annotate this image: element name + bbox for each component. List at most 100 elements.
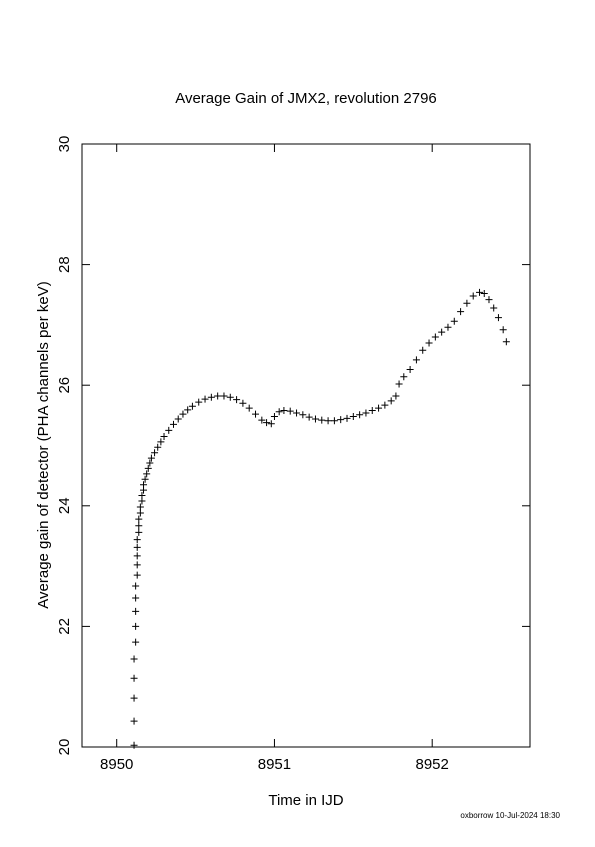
- data-point: [419, 346, 427, 354]
- data-point: [438, 328, 446, 336]
- footer: oxborrow 10-Jul-2024 18:30: [460, 811, 560, 820]
- data-point: [133, 561, 141, 569]
- data-point: [349, 413, 357, 421]
- x-axis-label: Time in IJD: [268, 792, 343, 809]
- chart-title: Average Gain of JMX2, revolution 2796: [175, 90, 437, 107]
- data-point: [387, 397, 395, 405]
- data-point: [356, 411, 364, 419]
- data-point: [130, 674, 138, 682]
- data-point: [179, 410, 187, 418]
- data-point: [135, 515, 143, 523]
- data-point: [147, 454, 155, 462]
- data-point: [165, 426, 173, 434]
- data-point: [502, 338, 510, 346]
- data-point: [132, 594, 140, 602]
- data-point: [184, 406, 192, 414]
- data-point: [195, 398, 203, 406]
- data-point: [305, 413, 313, 421]
- data-point: [499, 326, 507, 334]
- x-tick-label: 8952: [416, 756, 449, 773]
- data-point: [133, 543, 141, 551]
- data-point: [154, 443, 162, 451]
- data-point: [337, 416, 345, 424]
- data-point: [494, 314, 502, 322]
- data-point: [160, 432, 168, 440]
- x-tick-label: 8950: [100, 756, 133, 773]
- y-tick-label: 20: [56, 739, 73, 756]
- data-point: [318, 416, 326, 424]
- data-point: [252, 410, 260, 418]
- data-point: [146, 459, 154, 467]
- data-point: [132, 607, 140, 615]
- data-point: [375, 404, 383, 412]
- data-point: [174, 415, 182, 423]
- data-point: [226, 393, 234, 401]
- y-axis-label: Average gain of detector (PHA channels p…: [35, 281, 52, 608]
- data-point: [425, 339, 433, 347]
- data-point: [143, 470, 151, 478]
- data-point: [263, 419, 271, 427]
- data-point: [130, 717, 138, 725]
- data-point: [188, 402, 196, 410]
- data-point: [324, 417, 332, 425]
- data-point: [412, 356, 420, 364]
- data-point: [214, 392, 222, 400]
- data-point: [392, 392, 400, 400]
- data-point: [140, 481, 148, 489]
- data-point: [485, 296, 493, 304]
- data-point: [233, 396, 241, 404]
- data-point: [480, 290, 488, 298]
- data-point: [381, 401, 389, 409]
- data-point: [135, 522, 143, 530]
- data-point: [157, 438, 165, 446]
- data-point: [311, 415, 319, 423]
- data-point: [130, 655, 138, 663]
- data-point: [132, 638, 140, 646]
- data-point: [132, 622, 140, 630]
- data-point: [444, 323, 452, 331]
- data-point: [239, 399, 247, 407]
- data-point: [141, 475, 149, 483]
- data-point: [136, 503, 144, 511]
- data-point: [280, 407, 288, 415]
- data-point: [133, 552, 141, 560]
- data-point: [463, 299, 471, 307]
- data-point: [343, 414, 351, 422]
- data-point: [450, 317, 458, 325]
- data-point: [133, 536, 141, 544]
- data-point: [431, 333, 439, 341]
- data-point: [267, 420, 275, 428]
- data-point: [330, 417, 338, 425]
- y-tick-label: 30: [56, 136, 73, 153]
- x-tick-label: 8951: [258, 756, 291, 773]
- data-point: [286, 407, 294, 415]
- y-tick-label: 28: [56, 256, 73, 273]
- y-tick-label: 22: [56, 618, 73, 635]
- data-point: [270, 413, 278, 421]
- data-point: [400, 373, 408, 381]
- data-point: [368, 407, 376, 415]
- data-point: [130, 741, 138, 749]
- data-point: [138, 492, 146, 500]
- y-tick-label: 26: [56, 377, 73, 394]
- data-point: [457, 308, 465, 316]
- data-point: [201, 395, 209, 403]
- data-point: [406, 366, 414, 374]
- data-point: [130, 694, 138, 702]
- data-point: [362, 409, 370, 417]
- data-point: [275, 408, 283, 416]
- data-point: [135, 528, 143, 536]
- data-point: [133, 571, 141, 579]
- data-point: [136, 509, 144, 517]
- data-point: [469, 292, 477, 300]
- data-point: [220, 392, 228, 400]
- data-point: [299, 411, 307, 419]
- data-point: [293, 409, 301, 417]
- data-point: [476, 288, 484, 296]
- data-point: [245, 404, 253, 412]
- data-point: [490, 304, 498, 312]
- data-point: [258, 416, 266, 424]
